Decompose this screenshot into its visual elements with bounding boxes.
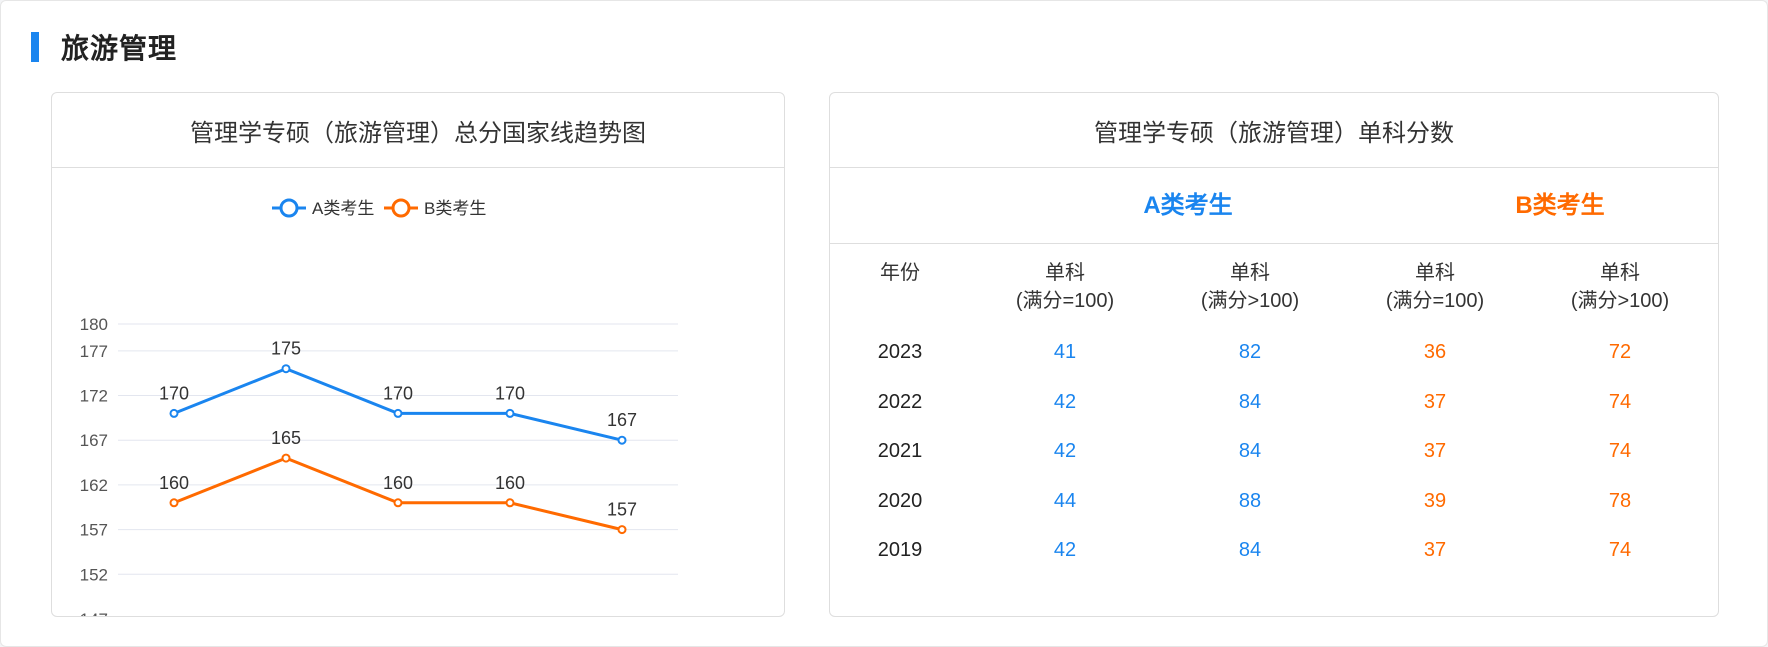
table-cell-b-100: 39 — [1423, 490, 1447, 512]
data-label: 157 — [607, 500, 637, 520]
table-cell-a-over100: 82 — [1238, 341, 1262, 363]
column-header-fullscore: (满分>100) — [1570, 290, 1670, 312]
data-point — [169, 408, 179, 418]
data-point — [393, 498, 403, 508]
table-cell-a-over100: 88 — [1238, 490, 1262, 512]
table-cell-year: 2019 — [877, 539, 923, 561]
group-header-row: A类考生 B类考生 — [830, 168, 1718, 244]
data-label: 170 — [495, 383, 525, 403]
line-chart: 1471521571621671721771802019202020212022… — [80, 198, 678, 616]
legend-marker-a — [279, 198, 299, 218]
chart-card: 管理学专硕（旅游管理）总分国家线趋势图 147 152 157 162 167 172 17… — [51, 92, 785, 617]
section-accent-bar — [31, 32, 39, 62]
section-title-text: 旅游管理 — [61, 33, 178, 64]
data-point — [617, 435, 627, 445]
table-cell-a-100: 42 — [1053, 539, 1077, 561]
table-cell-year: 2020 — [877, 490, 923, 512]
table-cell-a-over100: 84 — [1238, 539, 1262, 561]
column-header-year: 年份 — [880, 262, 920, 284]
data-point — [393, 408, 403, 418]
table-cell-b-over100: 74 — [1608, 539, 1632, 561]
y-tick-label: 152 — [80, 565, 108, 584]
table-cell-b-over100: 72 — [1608, 341, 1632, 363]
data-label: 170 — [159, 383, 189, 403]
table-cell-a-100: 42 — [1053, 391, 1077, 413]
table-cell-b-100: 36 — [1423, 341, 1447, 363]
data-label: 160 — [383, 473, 413, 493]
data-label: 160 — [495, 473, 525, 493]
data-point — [169, 498, 179, 508]
table-cell-year: 2023 — [877, 341, 923, 363]
table-cell-year: 2022 — [877, 391, 923, 413]
data-point — [617, 525, 627, 535]
data-label: 160 — [159, 473, 189, 493]
table-card: 管理学专硕（旅游管理）单科分数 A类考生 B类考生 年份 单科 (满分=100) 单科… — [829, 92, 1719, 617]
series-line-b — [173, 456, 623, 532]
group-label-b: B类考生 — [1515, 192, 1605, 219]
data-point — [505, 408, 515, 418]
data-label: 170 — [383, 383, 413, 403]
data-point — [505, 498, 515, 508]
chart-card-title: 管理学专硕（旅游管理）总分国家线趋势图 — [52, 93, 784, 168]
column-header-subject: 单科 — [1415, 262, 1455, 284]
column-header-fullscore: (满分>100) — [1200, 290, 1300, 312]
y-tick-label: 167 — [80, 431, 108, 450]
column-header-fullscore: (满分=100) — [1015, 290, 1115, 312]
table-cell-b-100: 37 — [1423, 539, 1447, 561]
data-label: 165 — [271, 428, 301, 448]
column-header-subject: 单科 — [1230, 262, 1270, 284]
column-header-subject: 单科 — [1600, 262, 1640, 284]
legend-marker-b — [391, 198, 411, 218]
table-cell-a-100: 44 — [1053, 490, 1077, 512]
y-tick-label: 147 — [80, 610, 108, 616]
data-label: 167 — [607, 410, 637, 430]
table-cell-b-over100: 74 — [1608, 440, 1632, 462]
table-cell-b-over100: 78 — [1608, 490, 1632, 512]
table-cell-a-over100: 84 — [1238, 440, 1262, 462]
group-label-a: A类考生 — [1143, 192, 1233, 219]
y-tick-label: 177 — [80, 342, 108, 361]
y-tick-label: 180 — [80, 315, 108, 334]
legend-label-a: A类考生 — [312, 199, 374, 218]
table-cell-year: 2021 — [877, 440, 923, 462]
data-point — [281, 364, 291, 374]
column-header-subject: 单科 — [1045, 262, 1085, 284]
data-point — [281, 453, 291, 463]
y-tick-label: 162 — [80, 476, 108, 495]
section-title: 旅游管理 — [31, 28, 177, 66]
table-cell-b-over100: 74 — [1608, 391, 1632, 413]
column-header-fullscore: (满分=100) — [1385, 290, 1485, 312]
table-cell-a-over100: 84 — [1238, 391, 1262, 413]
legend-label-b: B类考生 — [424, 199, 486, 218]
data-label: 175 — [271, 339, 301, 359]
series-line-a — [173, 367, 623, 442]
table-card-title: 管理学专硕（旅游管理）单科分数 — [830, 93, 1718, 168]
table-cell-a-100: 41 — [1053, 341, 1077, 363]
y-tick-label: 172 — [80, 387, 108, 406]
y-tick-label: 157 — [80, 521, 108, 540]
score-table: 年份 单科 (满分=100) 单科 (满分>100) 单科 (满分=100) 单科 (满分>10… — [830, 244, 1718, 618]
table-cell-b-100: 37 — [1423, 391, 1447, 413]
table-cell-a-100: 42 — [1053, 440, 1077, 462]
table-cell-b-100: 37 — [1423, 440, 1447, 462]
